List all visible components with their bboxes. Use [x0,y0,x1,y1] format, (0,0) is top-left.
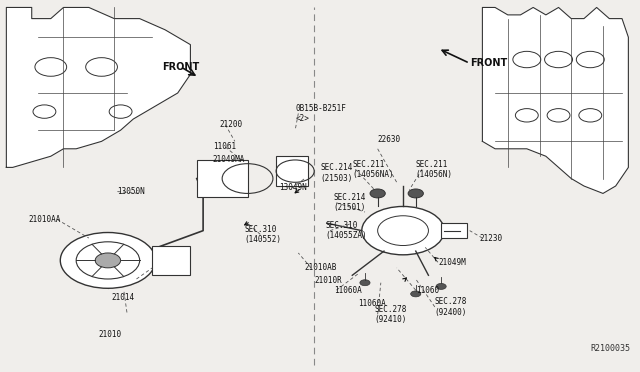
Circle shape [370,189,385,198]
Text: 21230: 21230 [479,234,502,243]
Text: SEC.214
(21501): SEC.214 (21501) [333,193,365,212]
Text: 0B15B-B251F
<2>: 0B15B-B251F <2> [295,104,346,123]
Text: R2100035: R2100035 [590,344,630,353]
Text: SEC.278
(92410): SEC.278 (92410) [374,305,407,324]
Text: FRONT: FRONT [470,58,507,68]
Text: 11060A: 11060A [358,299,387,308]
Circle shape [95,253,120,268]
Bar [196,160,248,197]
Bar [276,156,308,186]
Text: 21014: 21014 [111,293,134,302]
Bar [152,246,191,275]
Text: 13049N: 13049N [279,183,307,192]
Text: SEC.310
(14055ZA): SEC.310 (14055ZA) [326,221,367,240]
Text: 21010: 21010 [99,330,122,339]
Text: 21010R: 21010R [314,276,342,285]
Circle shape [360,280,370,286]
Text: SEC.211
(14056NA): SEC.211 (14056NA) [352,160,394,179]
Text: 21010AB: 21010AB [305,263,337,272]
Text: SEC.278
(92400): SEC.278 (92400) [435,297,467,317]
Text: 21049M: 21049M [438,258,466,267]
Text: SEC.214
(21503): SEC.214 (21503) [321,163,353,183]
Circle shape [436,283,446,289]
Circle shape [60,232,156,288]
Circle shape [362,206,444,255]
Text: 11060A: 11060A [335,286,362,295]
Text: FRONT: FRONT [163,62,200,72]
Text: 21049MA: 21049MA [212,155,245,164]
Text: 11060: 11060 [416,286,439,295]
Text: 13050N: 13050N [117,187,145,196]
Text: 21200: 21200 [219,120,242,129]
Text: 21010AA: 21010AA [29,215,61,224]
Text: 11061: 11061 [212,142,236,151]
Circle shape [411,291,421,297]
Text: 22630: 22630 [378,135,401,144]
Circle shape [408,189,423,198]
Text: SEC.310
(140552): SEC.310 (140552) [244,225,282,244]
Text: SEC.211
(14056N): SEC.211 (14056N) [416,160,452,179]
Polygon shape [6,7,191,167]
Polygon shape [483,7,628,193]
Bar [441,223,467,238]
